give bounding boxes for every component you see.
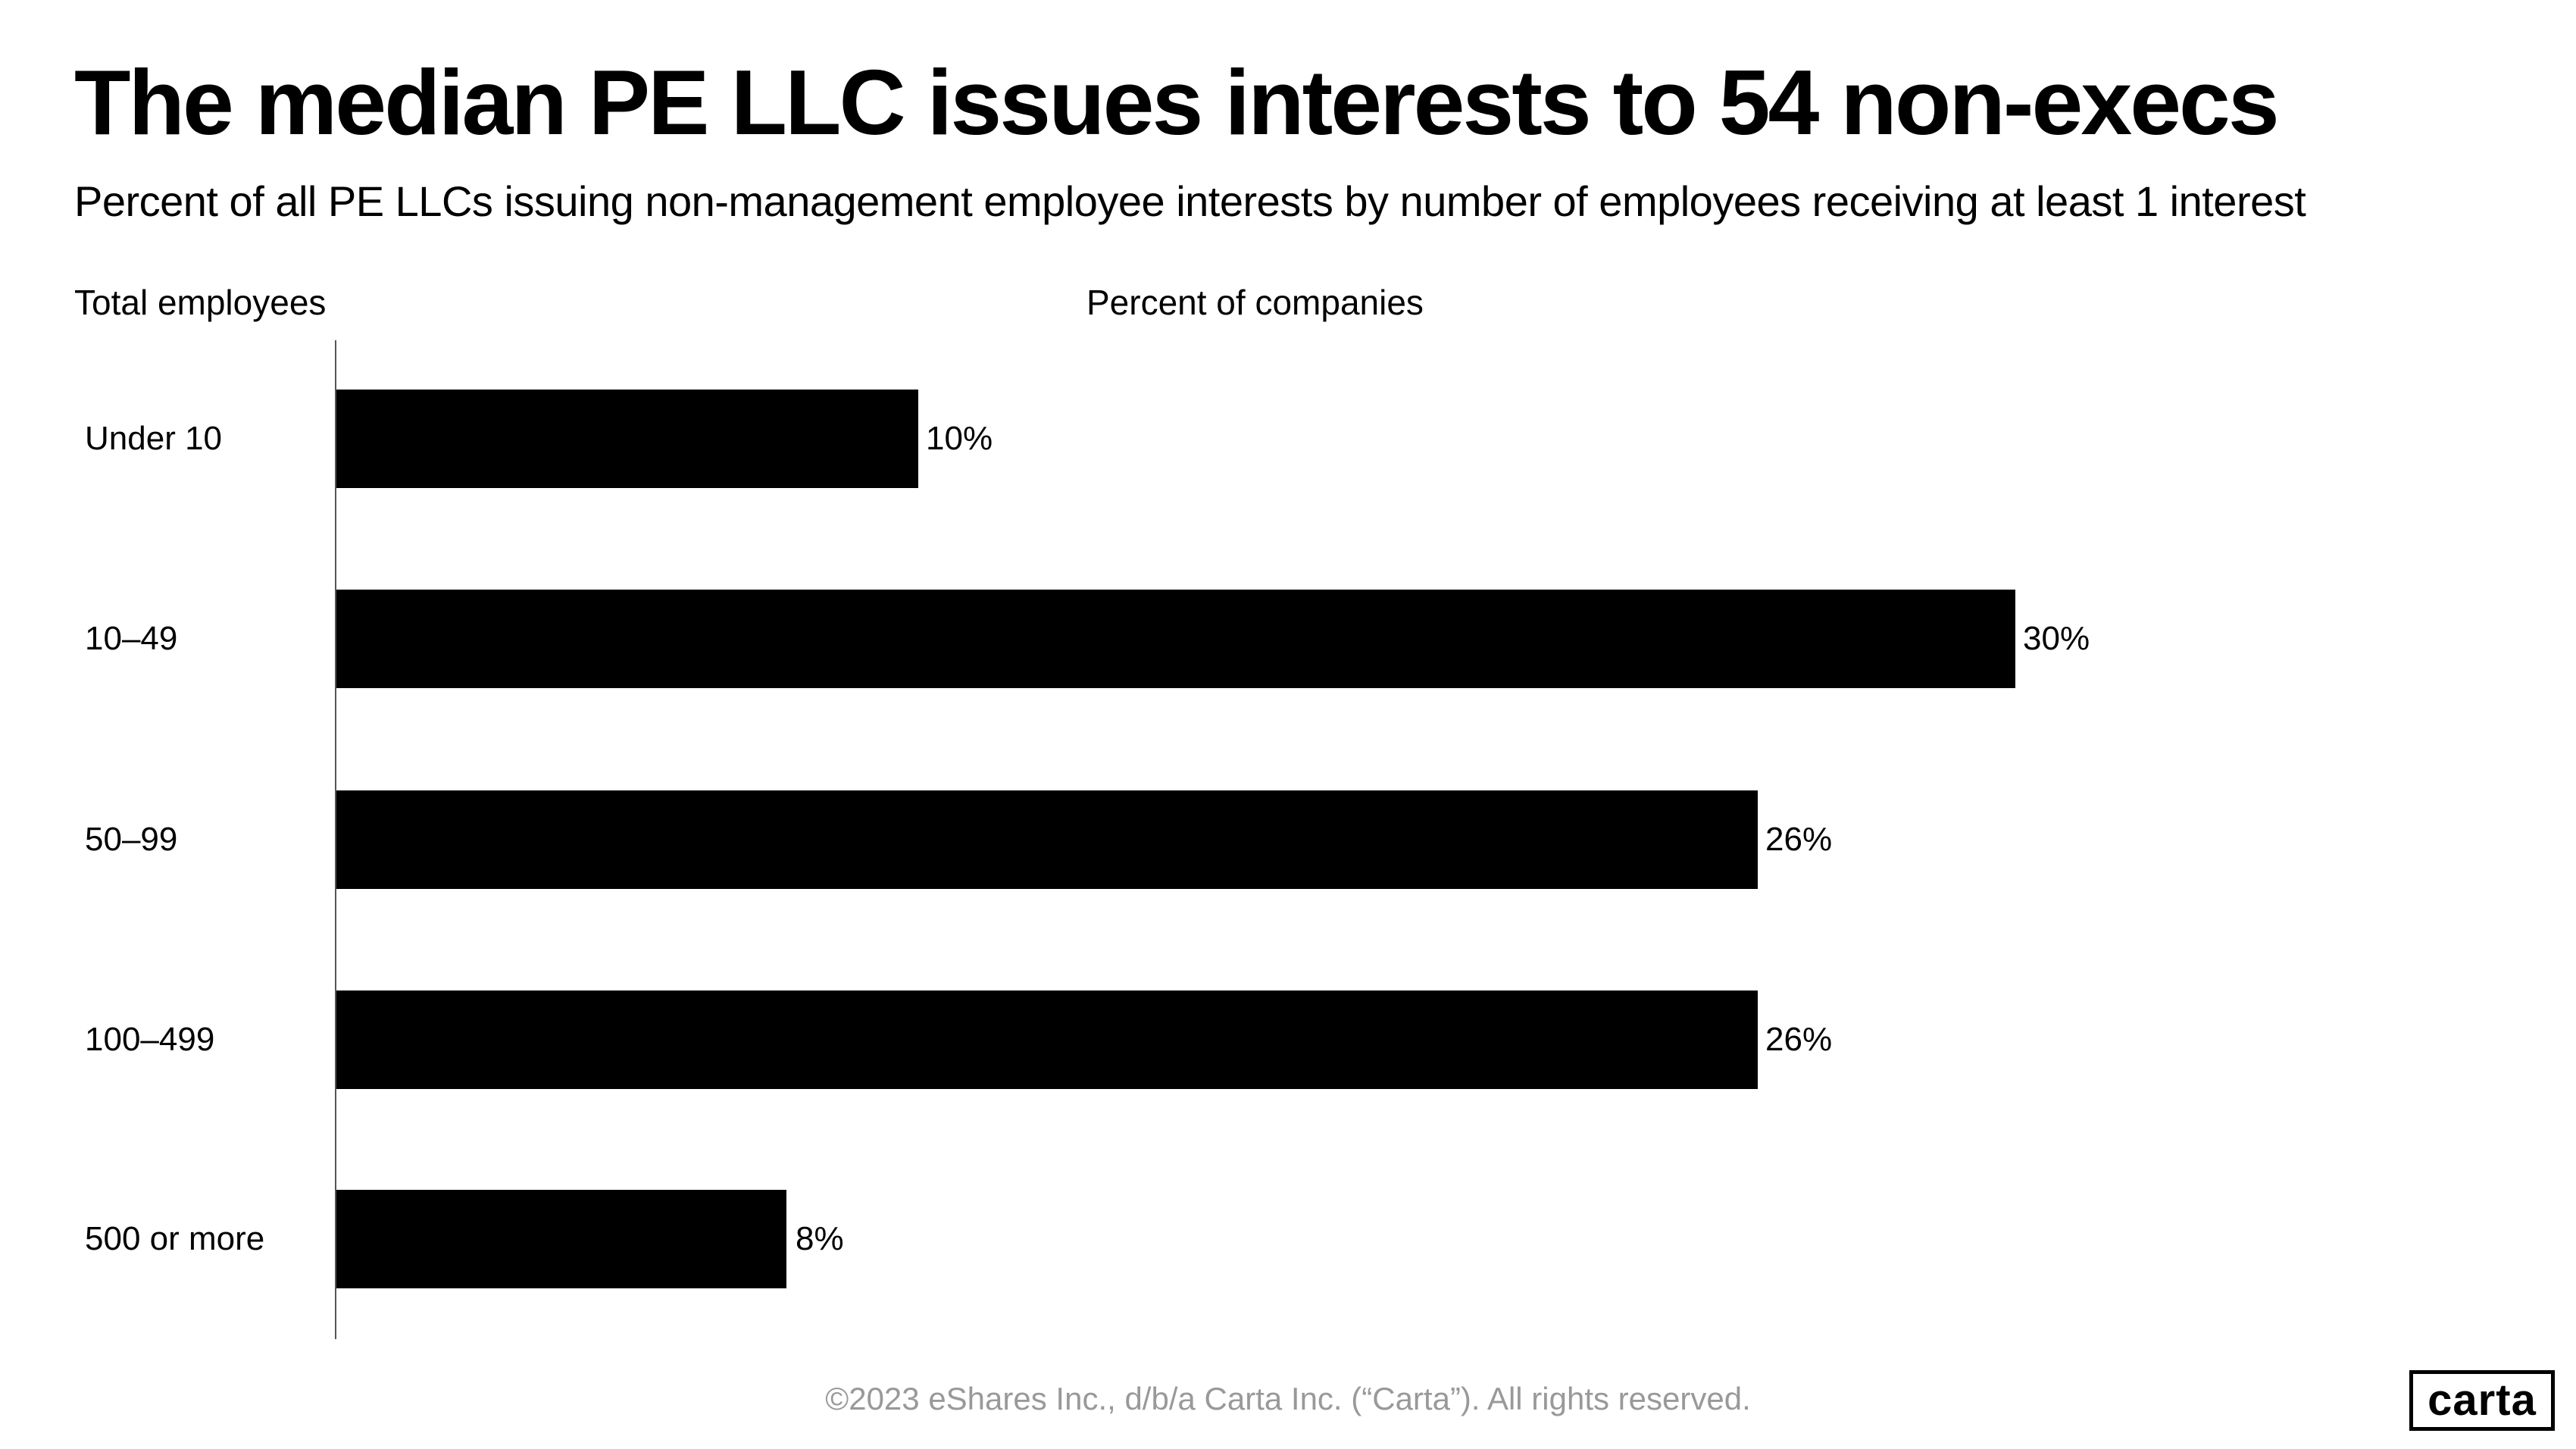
value-label: 30% <box>2023 620 2090 657</box>
bar <box>336 790 1758 889</box>
x-axis-header: Percent of companies <box>1086 283 1424 322</box>
carta-logo: carta <box>2409 1370 2555 1431</box>
y-axis-header: Total employees <box>74 283 327 322</box>
value-label: 8% <box>796 1220 844 1257</box>
category-label: Under 10 <box>85 420 223 457</box>
bar <box>336 590 2015 688</box>
value-label: 26% <box>1765 1021 1833 1058</box>
bar <box>336 1190 786 1288</box>
bar-row: Under 10 10% <box>0 390 2576 488</box>
value-label: 10% <box>926 420 993 457</box>
chart-subtitle: Percent of all PE LLCs issuing non-manag… <box>74 177 2306 225</box>
bar <box>336 390 918 488</box>
bar-row: 500 or more 8% <box>0 1190 2576 1288</box>
copyright-footer: ©2023 eShares Inc., d/b/a Carta Inc. (“C… <box>825 1381 1751 1416</box>
category-label: 500 or more <box>85 1220 265 1257</box>
category-label: 50–99 <box>85 821 178 858</box>
y-axis-line <box>335 340 336 1339</box>
category-label: 100–499 <box>85 1021 215 1058</box>
bar-row: 50–99 26% <box>0 790 2576 889</box>
category-label: 10–49 <box>85 620 178 657</box>
bar <box>336 991 1758 1089</box>
chart-title: The median PE LLC issues interests to 54… <box>74 51 2280 154</box>
value-label: 26% <box>1765 821 1833 858</box>
bar-row: 10–49 30% <box>0 590 2576 688</box>
bar-row: 100–499 26% <box>0 991 2576 1089</box>
